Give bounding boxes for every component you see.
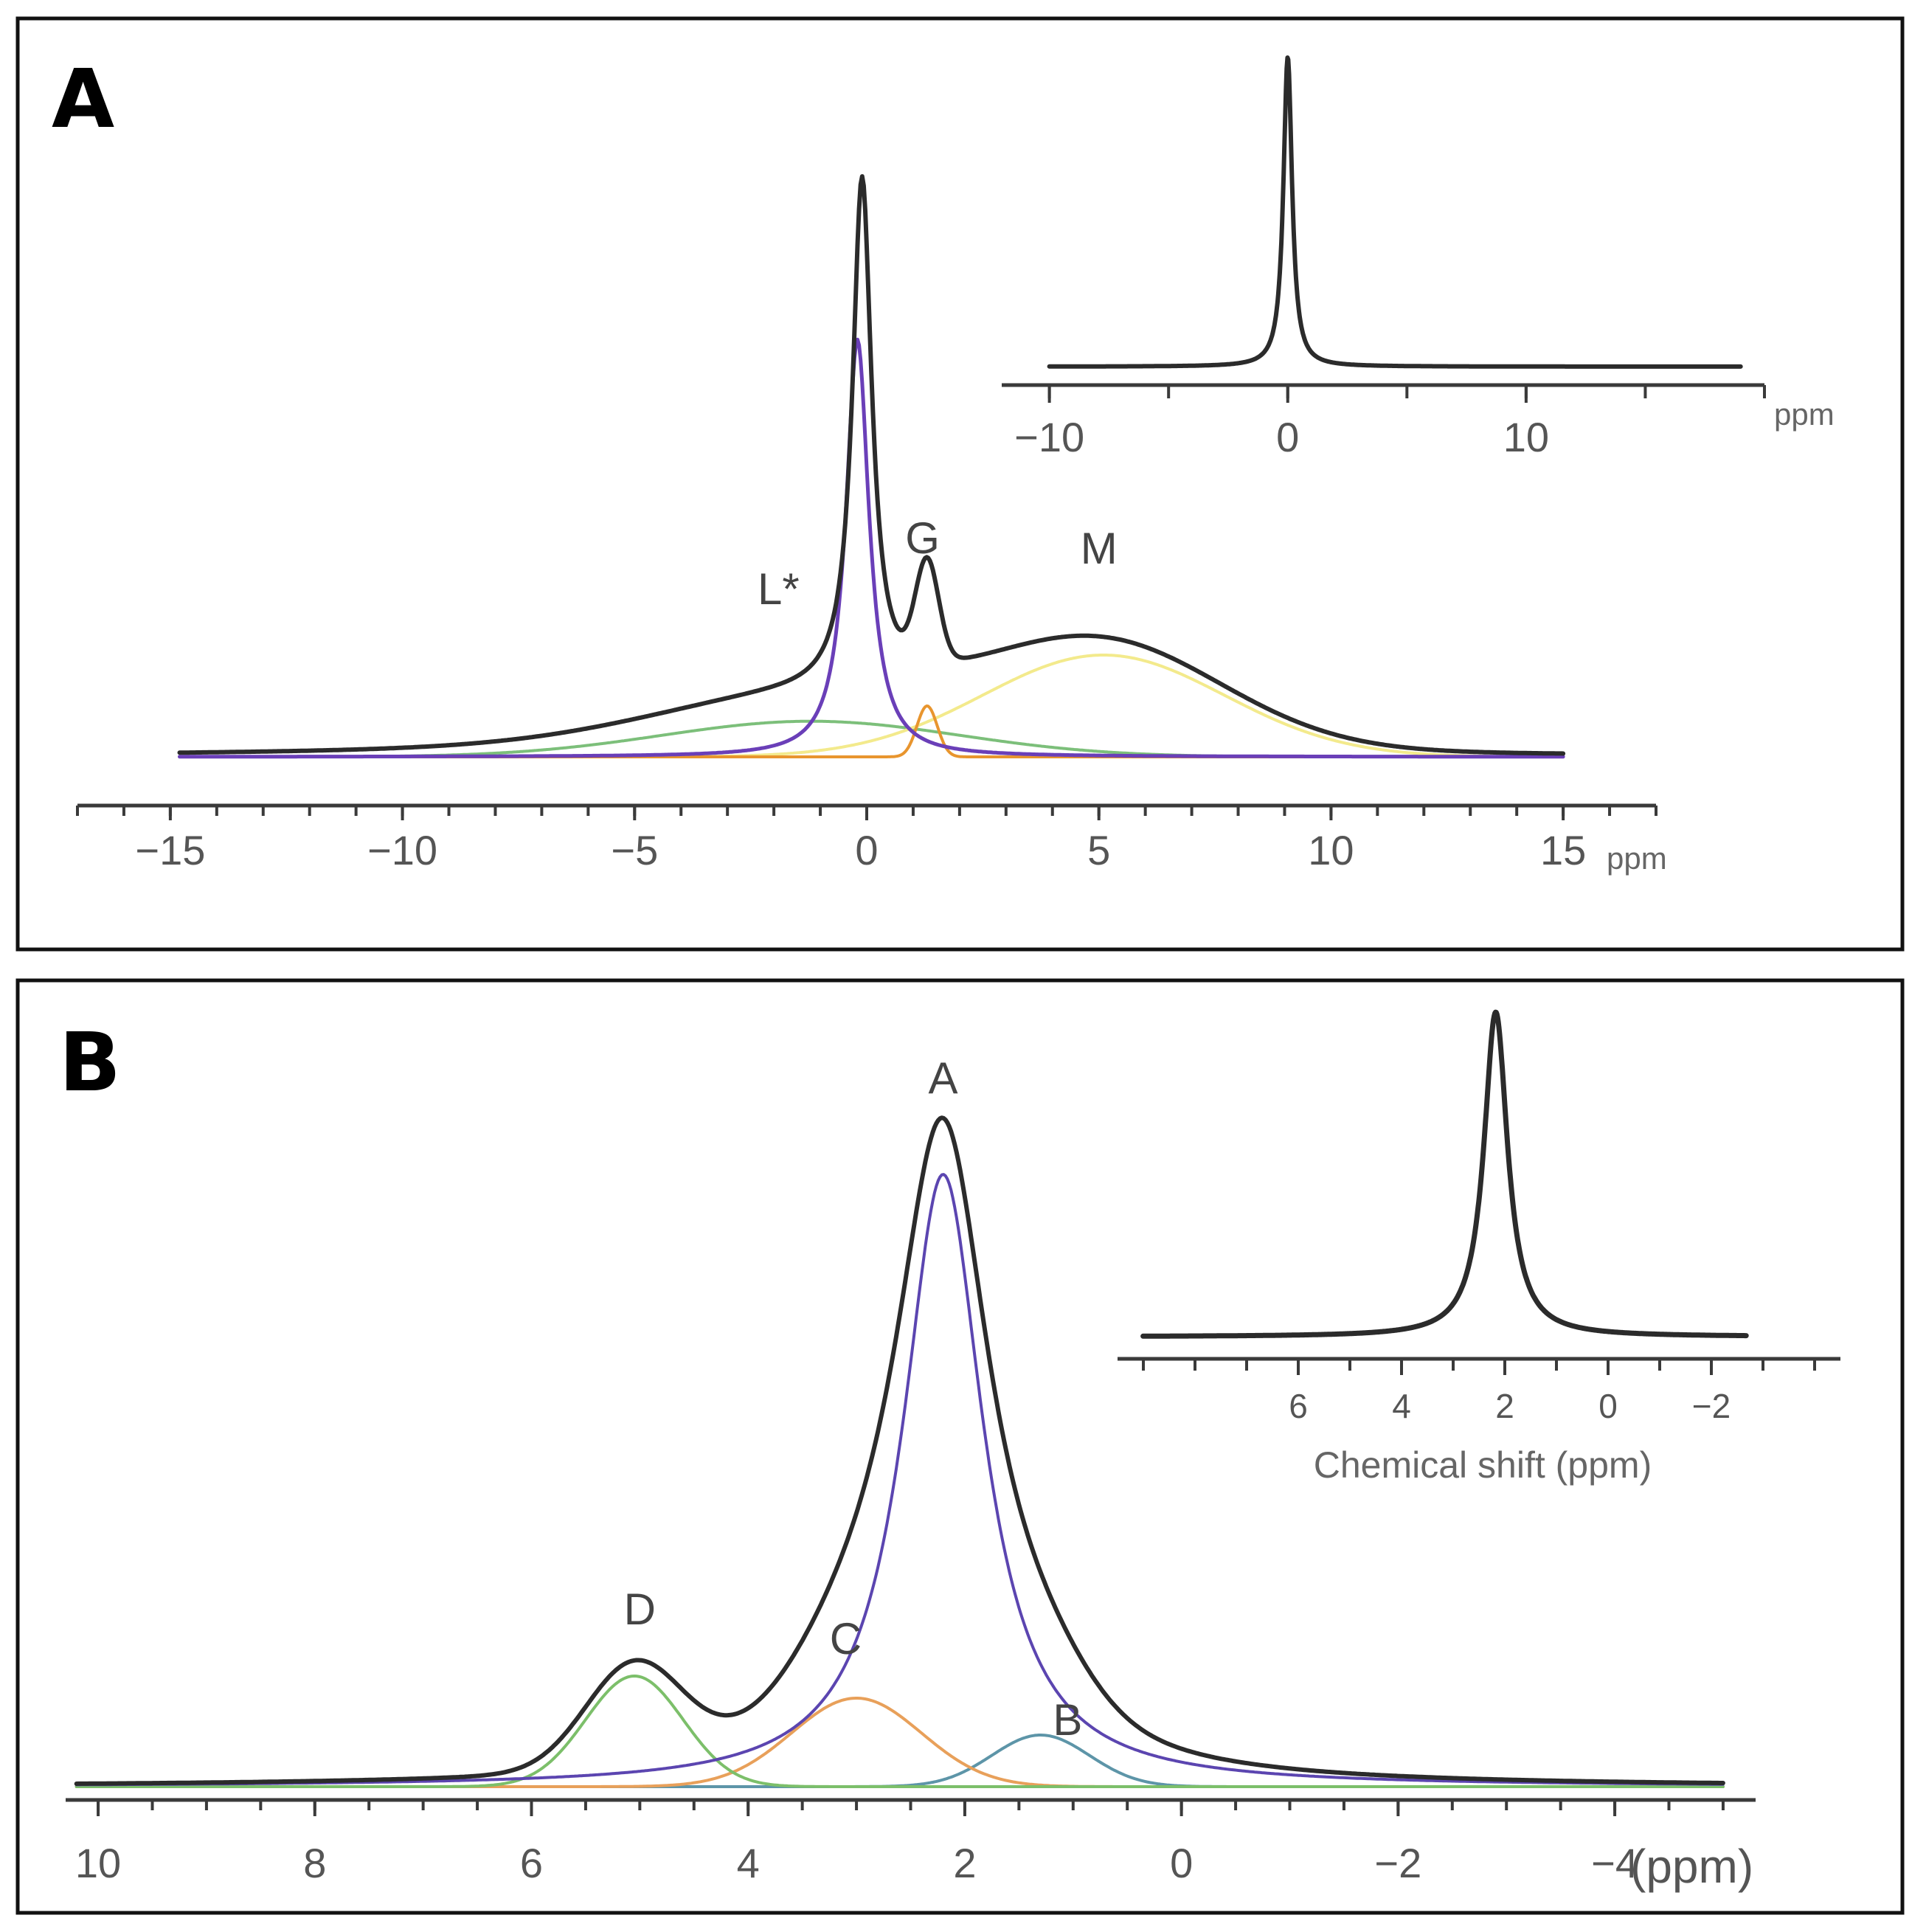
panel-b-x-axis-unit: (ppm) bbox=[1630, 1840, 1753, 1893]
panel-a-inset-trace-total bbox=[1047, 55, 1743, 369]
panel-a-x-tick-label: −10 bbox=[367, 827, 437, 873]
panel-a-inset-x-tick-label: 10 bbox=[1503, 414, 1549, 460]
panel-a-inset-x-axis-unit: ppm bbox=[1774, 397, 1835, 432]
panel-a-x-tick-label: 0 bbox=[855, 827, 878, 873]
panel-b-x-tick-label: −2 bbox=[1374, 1840, 1421, 1886]
panel-b-inset-traces bbox=[1140, 1009, 1749, 1339]
panel-b-inset-x-tick-label: 4 bbox=[1392, 1387, 1411, 1425]
panel-a-trace-lstar bbox=[178, 337, 1565, 759]
panel-b-peak-labels: A B C D bbox=[624, 1053, 1083, 1745]
panel-b-x-axis: 10 8 6 4 2 0 −2 −4 bbox=[66, 1798, 1756, 1886]
panel-a-inset-traces bbox=[1047, 55, 1743, 369]
panel-a-inset-x-tick-label: −10 bbox=[1014, 414, 1084, 460]
panel-b-inset-x-axis: 6 4 2 0 −2 bbox=[1118, 1357, 1840, 1425]
panel-b-peak-label: D bbox=[624, 1585, 656, 1634]
panel-b-frame bbox=[15, 978, 1905, 1915]
panel-b-label: B bbox=[59, 1015, 121, 1109]
panel-a-x-axis: −15 −10 −5 0 5 10 15 bbox=[76, 803, 1657, 873]
panel-b-peak-label: A bbox=[929, 1053, 958, 1103]
panel-a-frame bbox=[15, 16, 1905, 952]
panel-a-x-axis-unit: ppm bbox=[1607, 841, 1667, 876]
panel-b-inset-x-tick-label: −2 bbox=[1692, 1387, 1731, 1425]
panel-b-x-tick-label: 2 bbox=[953, 1840, 976, 1886]
panel-a-x-tick-label: −5 bbox=[611, 827, 658, 873]
panel-a-x-tick-label: 5 bbox=[1087, 827, 1110, 873]
panel-b-inset-x-tick-label: 2 bbox=[1495, 1387, 1514, 1425]
panel-b-x-tick-label: 10 bbox=[75, 1840, 121, 1886]
panel-b-x-tick-label: −4 bbox=[1591, 1840, 1638, 1886]
panel-a-trace-total bbox=[177, 174, 1566, 756]
panel-b-trace-total bbox=[74, 1115, 1725, 1786]
panel-b-x-tick-label: 6 bbox=[520, 1840, 543, 1886]
panel-a-traces bbox=[177, 174, 1566, 759]
panel-b-trace-c bbox=[75, 1697, 1725, 1788]
panel-b-x-tick-label: 0 bbox=[1170, 1840, 1193, 1886]
panel-a-peak-label: G bbox=[905, 513, 940, 563]
panel-b-x-tick-label: 8 bbox=[303, 1840, 326, 1886]
panel-a-peak-labels: L* G M bbox=[758, 513, 1118, 614]
panel-a-inset-x-axis: −10 0 10 bbox=[1002, 383, 1766, 460]
panel-b-trace-d bbox=[75, 1675, 1725, 1788]
panel-b-x-tick-label: 4 bbox=[737, 1840, 760, 1886]
panel-a-peak-label: M bbox=[1081, 524, 1118, 573]
panel-b-inset-x-tick-label: 6 bbox=[1289, 1387, 1308, 1425]
panel-b-inset-x-tick-label: 0 bbox=[1598, 1387, 1618, 1425]
panel-a-x-tick-label: 15 bbox=[1540, 827, 1586, 873]
panel-b-inset-x-axis-title: Chemical shift (ppm) bbox=[1314, 1444, 1652, 1486]
panel-a-peak-label: L* bbox=[758, 564, 800, 614]
panel-a-inset-x-tick-label: 0 bbox=[1276, 414, 1299, 460]
panel-b-inset-trace-total bbox=[1140, 1009, 1749, 1339]
panel-a-label: A bbox=[52, 52, 114, 146]
panel-b-peak-label: B bbox=[1053, 1695, 1082, 1745]
panel-a-x-tick-label: −15 bbox=[135, 827, 205, 873]
panel-b-peak-label: C bbox=[830, 1614, 862, 1663]
panel-b-traces bbox=[74, 1115, 1725, 1788]
panel-a-x-tick-label: 10 bbox=[1308, 827, 1354, 873]
